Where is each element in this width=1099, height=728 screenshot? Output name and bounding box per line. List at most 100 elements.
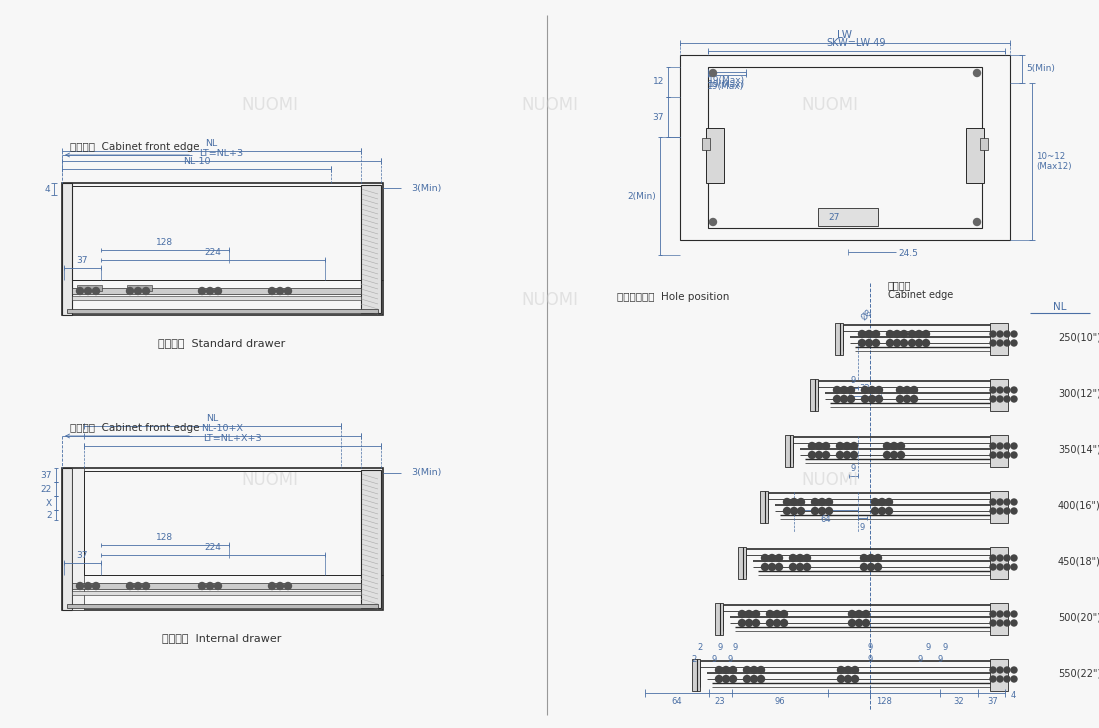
Circle shape [848,611,855,617]
Circle shape [873,339,879,347]
Circle shape [841,387,847,394]
Circle shape [710,69,717,76]
Circle shape [861,563,867,571]
Circle shape [922,331,930,338]
Circle shape [745,620,753,627]
Circle shape [997,452,1003,458]
Circle shape [852,667,858,673]
Circle shape [1011,499,1017,505]
Circle shape [855,611,863,617]
Circle shape [1004,331,1010,337]
Circle shape [77,582,84,590]
Bar [360,185,381,313]
Circle shape [884,451,890,459]
Circle shape [798,499,804,505]
Circle shape [766,620,774,627]
Text: 9: 9 [942,644,947,652]
Text: 内置抽屉  Internal drawer: 内置抽屉 Internal drawer [163,633,281,643]
Bar [810,379,818,411]
Circle shape [990,667,996,673]
Bar [980,138,988,150]
Circle shape [780,620,788,627]
Circle shape [730,667,736,673]
Circle shape [868,395,876,403]
Bar [990,379,1008,411]
Circle shape [768,555,776,561]
Circle shape [990,620,996,626]
Bar [692,659,700,691]
Circle shape [863,620,869,627]
Circle shape [867,555,875,561]
Circle shape [922,339,930,347]
Circle shape [1004,667,1010,673]
Text: 9: 9 [711,654,717,663]
Circle shape [852,676,858,683]
Circle shape [77,288,84,295]
Text: 2: 2 [46,510,52,520]
Bar [62,468,73,610]
Circle shape [1004,508,1010,514]
Circle shape [126,582,133,590]
Circle shape [890,443,898,449]
Circle shape [872,499,878,505]
Circle shape [997,667,1003,673]
Text: LW: LW [837,30,853,40]
Circle shape [134,288,142,295]
Text: 3(Min): 3(Min) [411,469,442,478]
Text: 250(10"): 250(10") [1058,333,1099,343]
Bar [73,468,84,610]
Circle shape [268,288,276,295]
Circle shape [997,508,1003,514]
Text: 37: 37 [77,256,88,265]
Circle shape [1011,508,1017,514]
Circle shape [822,443,830,449]
Circle shape [848,620,855,627]
Circle shape [809,451,815,459]
Text: SKW=LW-49: SKW=LW-49 [826,38,886,48]
Bar [680,55,1010,240]
Bar [739,547,746,579]
Text: NL: NL [207,414,219,423]
Circle shape [893,339,900,347]
Bar [84,471,360,575]
Circle shape [897,387,903,394]
Circle shape [1004,676,1010,682]
Circle shape [825,499,833,505]
Circle shape [862,387,868,394]
Text: 37: 37 [77,551,88,560]
Circle shape [836,443,844,449]
Circle shape [997,331,1003,337]
Circle shape [1004,564,1010,570]
Bar [990,603,1008,635]
Circle shape [285,288,291,295]
Text: 4: 4 [1010,690,1015,700]
Circle shape [774,620,780,627]
Circle shape [815,443,822,449]
Circle shape [833,395,841,403]
Circle shape [858,339,866,347]
Circle shape [997,620,1003,626]
Circle shape [134,582,142,590]
Circle shape [811,507,819,515]
Circle shape [990,499,996,505]
Circle shape [833,387,841,394]
Circle shape [844,667,852,673]
Bar [73,591,360,595]
Text: 19(Max): 19(Max) [709,76,745,85]
Circle shape [753,620,759,627]
Circle shape [1004,611,1010,617]
Bar [715,603,723,635]
Circle shape [1004,452,1010,458]
Bar [62,468,382,610]
Circle shape [1011,331,1017,337]
Circle shape [997,443,1003,449]
Circle shape [85,582,91,590]
Bar [990,491,1008,523]
Circle shape [762,555,768,561]
Bar [62,183,382,315]
Text: 9: 9 [851,464,856,473]
Circle shape [875,555,881,561]
Bar [77,285,102,291]
Circle shape [92,288,100,295]
Text: 128: 128 [876,697,892,705]
